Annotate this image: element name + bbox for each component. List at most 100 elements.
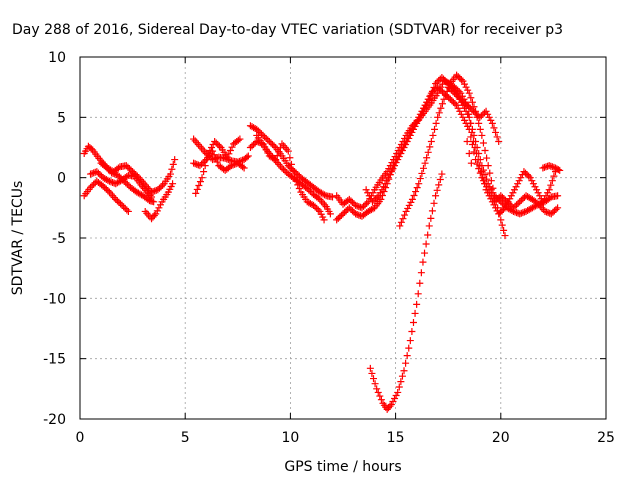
data-point-marker bbox=[87, 169, 97, 178]
data-point-marker bbox=[404, 344, 413, 353]
data-point bbox=[553, 191, 562, 200]
data-point-marker bbox=[428, 206, 437, 215]
grid-lines bbox=[80, 57, 606, 419]
data-point-marker bbox=[429, 199, 439, 208]
data-point-marker bbox=[191, 159, 200, 168]
y-tick-label: 0 bbox=[57, 171, 66, 187]
data-point bbox=[437, 169, 446, 179]
data-point-marker bbox=[374, 388, 383, 397]
data-point bbox=[197, 173, 207, 182]
data-point-marker bbox=[436, 104, 445, 113]
data-point bbox=[189, 134, 198, 144]
y-tick-label: -20 bbox=[43, 412, 66, 428]
data-point-marker bbox=[249, 123, 258, 132]
data-point-marker bbox=[546, 181, 555, 190]
data-point-marker bbox=[211, 154, 220, 163]
data-point-marker bbox=[398, 214, 408, 223]
data-point-marker bbox=[411, 187, 420, 196]
plot-frame bbox=[79, 56, 607, 420]
y-axis-label: SDTVAR / TECUs bbox=[10, 181, 26, 296]
data-point bbox=[515, 209, 524, 218]
series-arc-11 bbox=[252, 131, 335, 218]
data-point-marker bbox=[436, 175, 445, 184]
data-point-marker bbox=[199, 167, 208, 176]
data-point bbox=[538, 163, 547, 173]
data-point bbox=[420, 159, 430, 168]
data-point-marker bbox=[420, 248, 429, 258]
data-point-marker bbox=[227, 143, 237, 152]
data-point bbox=[399, 366, 409, 375]
x-tick-label: 25 bbox=[597, 430, 615, 446]
data-point-marker bbox=[517, 209, 526, 218]
data-point-marker bbox=[422, 239, 431, 249]
data-point-marker bbox=[196, 177, 205, 186]
data-point-marker bbox=[476, 125, 485, 134]
data-point-marker bbox=[281, 143, 290, 152]
data-point bbox=[425, 221, 434, 231]
data-point-marker bbox=[416, 174, 425, 183]
x-tick-label: 5 bbox=[181, 430, 190, 446]
data-point-marker bbox=[400, 210, 409, 220]
data-point bbox=[465, 149, 474, 158]
data-point-marker bbox=[142, 209, 151, 218]
data-point bbox=[328, 192, 337, 202]
data-point-marker bbox=[396, 377, 405, 386]
data-point-marker bbox=[198, 145, 208, 155]
data-point-marker bbox=[540, 163, 549, 172]
series-arc-16 bbox=[366, 169, 446, 414]
data-point-marker bbox=[423, 230, 432, 240]
data-point-marker bbox=[434, 180, 443, 190]
data-points bbox=[80, 70, 564, 414]
data-point bbox=[431, 191, 440, 200]
data-point-marker bbox=[438, 99, 447, 108]
series-arc-19 bbox=[538, 161, 564, 175]
y-tick-label: -15 bbox=[43, 352, 66, 368]
data-point bbox=[433, 113, 442, 122]
data-point bbox=[141, 207, 150, 216]
data-point-marker bbox=[428, 131, 438, 140]
chart-title: Day 288 of 2016, Sidereal Day-to-day VTE… bbox=[12, 22, 563, 38]
series-arc-13 bbox=[332, 83, 562, 224]
data-point-marker bbox=[417, 268, 426, 277]
data-point bbox=[86, 169, 95, 179]
data-point-marker bbox=[276, 162, 285, 171]
x-tick-label: 10 bbox=[281, 430, 299, 446]
data-point-marker bbox=[369, 374, 378, 383]
data-point-marker bbox=[110, 193, 119, 202]
data-point bbox=[189, 159, 198, 168]
data-point-marker bbox=[200, 147, 209, 156]
x-axis-label: GPS time / hours bbox=[284, 459, 401, 475]
x-tick-label: 0 bbox=[76, 430, 85, 446]
data-point bbox=[372, 384, 381, 393]
data-point-marker bbox=[474, 119, 483, 128]
y-tick-label: -10 bbox=[43, 291, 66, 307]
data-point-marker bbox=[192, 138, 201, 147]
data-point-marker bbox=[415, 279, 424, 288]
data-point bbox=[412, 300, 421, 309]
axis-ticks bbox=[79, 56, 607, 420]
data-point bbox=[500, 231, 510, 240]
data-point-marker bbox=[541, 162, 551, 171]
data-point-marker bbox=[493, 132, 502, 142]
data-point bbox=[484, 161, 493, 170]
x-tick-label: 15 bbox=[387, 430, 405, 446]
data-point bbox=[545, 161, 554, 170]
data-point bbox=[467, 159, 476, 168]
data-point-marker bbox=[435, 108, 444, 117]
data-point-marker bbox=[548, 176, 557, 185]
data-point-marker bbox=[193, 185, 202, 194]
y-tick-labels: 10 5 0 -5 -10 -15 -20 bbox=[43, 50, 66, 428]
data-point-marker bbox=[197, 144, 206, 153]
data-point-marker bbox=[426, 214, 435, 223]
data-point-marker bbox=[430, 125, 439, 134]
data-point bbox=[170, 155, 179, 164]
data-point-marker bbox=[397, 218, 406, 227]
y-tick-label: 5 bbox=[57, 110, 66, 126]
data-point-marker bbox=[367, 369, 377, 378]
data-point bbox=[195, 142, 205, 151]
data-point-marker bbox=[375, 391, 384, 401]
data-point-marker bbox=[370, 379, 380, 388]
y-tick-label: 10 bbox=[48, 50, 66, 66]
data-point-marker bbox=[194, 181, 203, 190]
